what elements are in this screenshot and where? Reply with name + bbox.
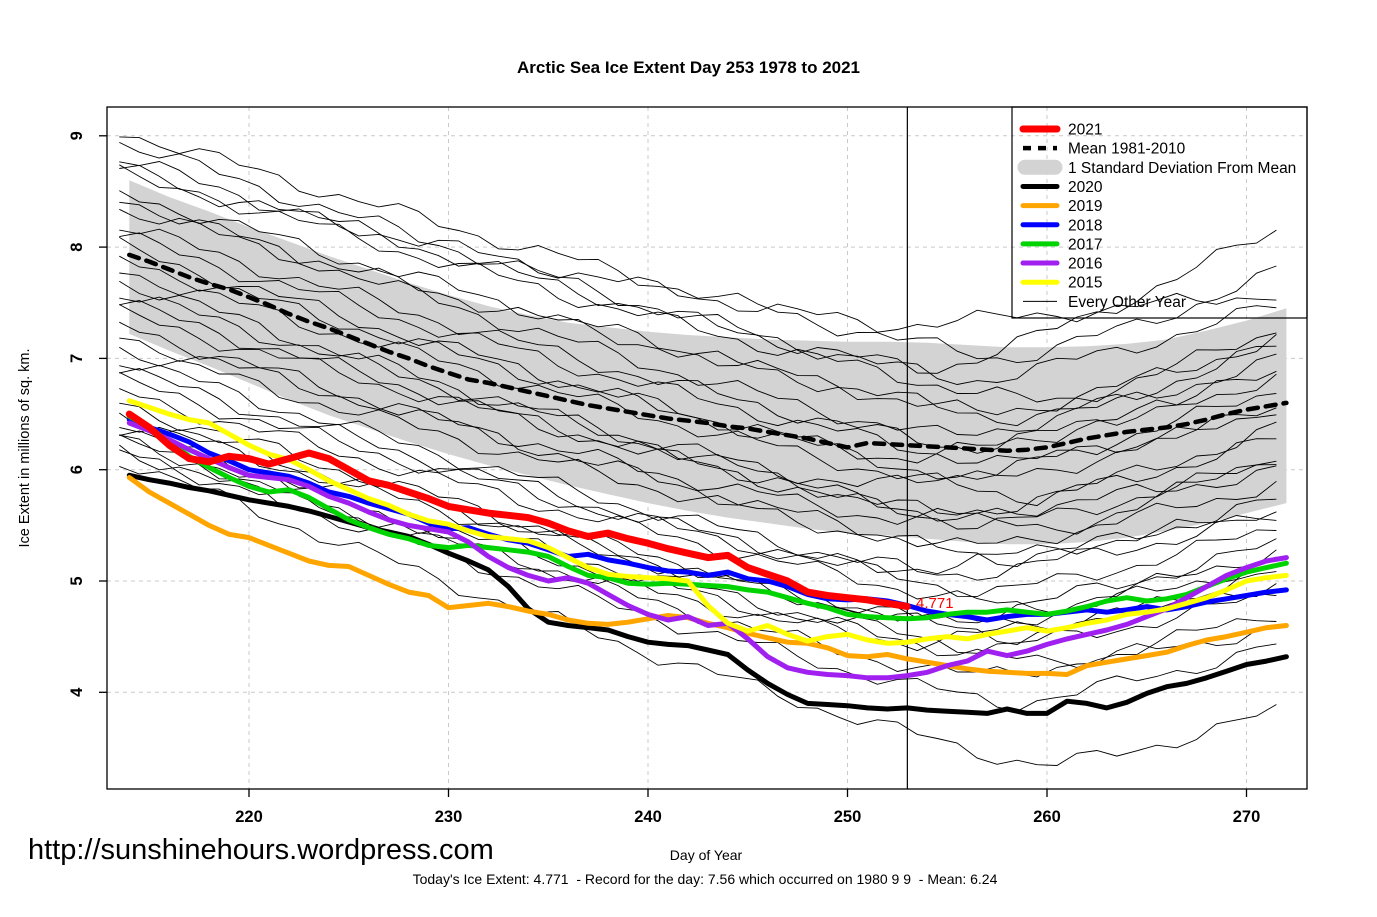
legend-item-label: 2017 <box>1068 236 1102 253</box>
other-year-line <box>119 164 1277 333</box>
y-tick-label: 9 <box>68 131 86 140</box>
other-year-line <box>119 368 1277 598</box>
other-year-line <box>119 208 1277 427</box>
legend-item-label: 2021 <box>1068 122 1102 139</box>
today-value-annotation: 4.771 <box>916 595 954 612</box>
other-year-line <box>119 388 1277 615</box>
x-tick-label: 240 <box>634 808 662 826</box>
other-year-line <box>119 201 1277 436</box>
y-tick-label: 6 <box>68 465 86 474</box>
x-axis-label: Day of Year <box>669 847 743 863</box>
y-tick-label: 7 <box>68 354 86 363</box>
other-year-line <box>119 465 1277 766</box>
legend-item-label: Every Other Year <box>1068 294 1186 311</box>
series-line-2016 <box>126 420 1289 681</box>
other-year-line <box>119 232 1277 464</box>
legend-item-label: 2016 <box>1068 256 1102 273</box>
std-dev-band <box>129 180 1287 545</box>
series-line-2020 <box>126 472 1289 716</box>
y-tick-label: 4 <box>68 687 86 697</box>
x-tick-label: 220 <box>235 808 263 826</box>
legend-item-label: 2019 <box>1068 198 1102 215</box>
other-year-line <box>119 337 1277 525</box>
other-year-line <box>119 280 1277 516</box>
other-year-line <box>119 161 1277 374</box>
plot-border <box>106 106 1308 790</box>
other-year-line <box>119 141 1277 385</box>
other-year-line <box>119 164 1277 403</box>
other-year-line <box>119 296 1277 488</box>
legend-item-label: 2018 <box>1068 217 1102 234</box>
other-year-line <box>119 136 1277 364</box>
series-line-2017 <box>126 413 1289 622</box>
other-year-line <box>119 190 1277 416</box>
other-year-line <box>119 272 1277 507</box>
series-line-mean-1981-2010 <box>127 252 1289 454</box>
other-year-line <box>119 449 1277 652</box>
other-year-line <box>119 228 1277 454</box>
other-year-line <box>119 321 1277 548</box>
legend-item-label: 1 Standard Deviation From Mean <box>1068 160 1296 177</box>
other-year-line <box>119 346 1277 568</box>
y-tick-label: 5 <box>68 576 86 585</box>
other-year-line <box>119 371 1277 575</box>
status-caption: Today's Ice Extent: 4.771 - Record for t… <box>412 871 998 887</box>
x-tick-label: 250 <box>834 808 862 826</box>
series-line-2015 <box>126 398 1289 646</box>
y-axis-label: Ice Extent in millions of sq. km. <box>17 348 33 548</box>
legend-box <box>1011 106 1308 319</box>
y-tick-label: 8 <box>68 243 86 252</box>
x-tick-label: 230 <box>435 808 463 826</box>
x-tick-label: 260 <box>1033 808 1061 826</box>
x-tick-label: 270 <box>1233 808 1261 826</box>
legend-item-label: 2015 <box>1068 275 1102 292</box>
other-year-line <box>119 426 1277 622</box>
other-year-line <box>119 255 1277 464</box>
legend-item-label: 2020 <box>1068 179 1103 196</box>
site-url-link[interactable]: http://sunshinehours.wordpress.com <box>28 834 494 866</box>
legend-item-label: Mean 1981-2010 <box>1068 141 1186 158</box>
series-line-2018 <box>126 417 1289 623</box>
chart-title: Arctic Sea Ice Extent Day 253 1978 to 20… <box>516 58 861 77</box>
series-line-2021 <box>125 410 911 610</box>
other-year-line <box>119 364 1277 581</box>
